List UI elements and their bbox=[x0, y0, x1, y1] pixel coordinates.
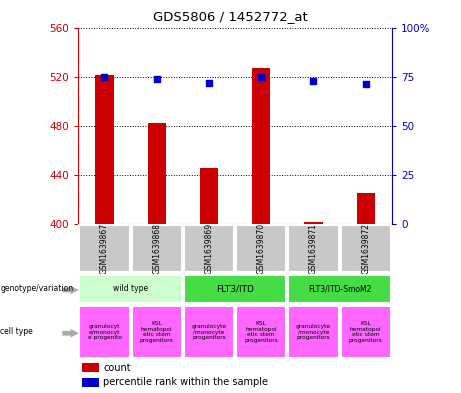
Text: cell type: cell type bbox=[0, 327, 33, 336]
Text: genotype/variation: genotype/variation bbox=[0, 284, 74, 292]
Text: GSM1639867: GSM1639867 bbox=[100, 223, 109, 274]
Bar bbox=[341, 225, 391, 272]
Text: granulocyte
/monocyte
progenitors: granulocyte /monocyte progenitors bbox=[191, 324, 226, 340]
Bar bbox=[341, 306, 391, 358]
Text: percentile rank within the sample: percentile rank within the sample bbox=[103, 377, 268, 387]
Text: GSM1639868: GSM1639868 bbox=[152, 223, 161, 274]
Bar bbox=[148, 123, 166, 224]
Text: GSM1639872: GSM1639872 bbox=[361, 223, 370, 274]
Text: granulocyt
e/monocyt
e progenito: granulocyt e/monocyt e progenito bbox=[88, 324, 121, 340]
Point bbox=[258, 73, 265, 80]
Bar bbox=[252, 68, 270, 224]
Bar bbox=[289, 225, 338, 272]
Text: FLT3/ITD-SmoM2: FLT3/ITD-SmoM2 bbox=[308, 285, 371, 293]
Bar bbox=[82, 378, 99, 387]
Text: KSL
hematopoi
etic stem
progenitors: KSL hematopoi etic stem progenitors bbox=[244, 321, 278, 343]
Bar bbox=[79, 306, 130, 358]
Bar bbox=[236, 306, 286, 358]
Bar bbox=[184, 275, 286, 303]
Bar bbox=[184, 225, 234, 272]
Text: granulocyte
/monocyte
progenitors: granulocyte /monocyte progenitors bbox=[296, 324, 331, 340]
Text: FLT3/ITD: FLT3/ITD bbox=[216, 285, 254, 293]
Bar bbox=[79, 225, 130, 272]
Bar bbox=[289, 275, 391, 303]
Bar bbox=[79, 275, 182, 303]
Text: GSM1639869: GSM1639869 bbox=[205, 223, 213, 274]
Text: KSL
hematopoi
etic stem
progenitors: KSL hematopoi etic stem progenitors bbox=[349, 321, 383, 343]
Bar bbox=[289, 306, 338, 358]
Point bbox=[101, 73, 108, 80]
Point bbox=[310, 77, 317, 84]
Bar bbox=[184, 306, 234, 358]
Text: wild type: wild type bbox=[113, 285, 148, 293]
Bar bbox=[200, 167, 218, 224]
Point bbox=[153, 75, 160, 82]
Bar bbox=[304, 222, 323, 224]
Bar bbox=[95, 75, 113, 224]
Point bbox=[205, 79, 213, 86]
Bar bbox=[132, 225, 182, 272]
Bar bbox=[357, 193, 375, 224]
Bar bbox=[236, 225, 286, 272]
Text: count: count bbox=[103, 363, 131, 373]
Text: GSM1639871: GSM1639871 bbox=[309, 223, 318, 274]
Text: KSL
hematopoi
etic stem
progenitors: KSL hematopoi etic stem progenitors bbox=[140, 321, 174, 343]
Bar bbox=[132, 306, 182, 358]
Bar bbox=[82, 363, 99, 372]
Point bbox=[362, 81, 369, 88]
Text: GDS5806 / 1452772_at: GDS5806 / 1452772_at bbox=[153, 10, 308, 23]
Text: GSM1639870: GSM1639870 bbox=[257, 223, 266, 274]
